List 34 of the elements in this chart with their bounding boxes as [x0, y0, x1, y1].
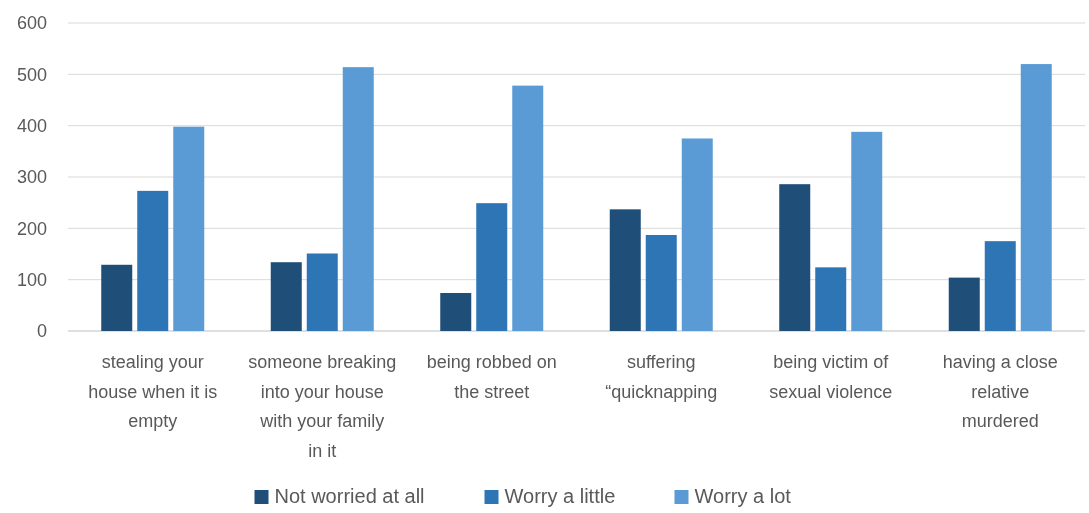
x-tick-label: someone breaking into your house with your family in it: [248, 352, 397, 461]
y-tick-label: 300: [16, 167, 47, 188]
x-tick-label: being victim of sexual violence: [769, 352, 893, 402]
bar: [101, 264, 133, 331]
x-tick-label: being robbed on the street: [426, 352, 557, 402]
bar: [306, 253, 338, 331]
bar: [851, 131, 883, 331]
x-tick-label: suffering “quicknapping: [605, 352, 718, 402]
bar: [948, 277, 980, 331]
y-tick-label: 500: [16, 64, 47, 85]
bar: [779, 184, 811, 331]
bar: [512, 85, 544, 331]
bar: [645, 235, 677, 331]
y-tick-label: 400: [16, 115, 47, 136]
bar: [476, 203, 508, 331]
bar: [173, 126, 205, 331]
x-tick-label: stealing your house when it is empty: [88, 352, 218, 431]
bar: [609, 209, 641, 331]
bar: [342, 67, 374, 331]
bar: [440, 293, 472, 331]
y-tick-label: 600: [16, 13, 47, 34]
bar: [137, 190, 169, 331]
y-tick-label: 100: [16, 269, 47, 290]
bar: [1020, 64, 1052, 331]
legend-label: Worry a little: [504, 485, 616, 507]
y-tick-label: 0: [36, 321, 47, 342]
legend-label: Worry a lot: [694, 485, 792, 507]
y-tick-label: 200: [16, 218, 47, 239]
x-tick-label: having a close relative murdered: [942, 352, 1058, 431]
legend-label: Not worried at all: [274, 485, 425, 507]
bar: [984, 241, 1016, 331]
bar: [815, 267, 847, 331]
bar: [681, 138, 713, 331]
bar: [270, 262, 302, 331]
